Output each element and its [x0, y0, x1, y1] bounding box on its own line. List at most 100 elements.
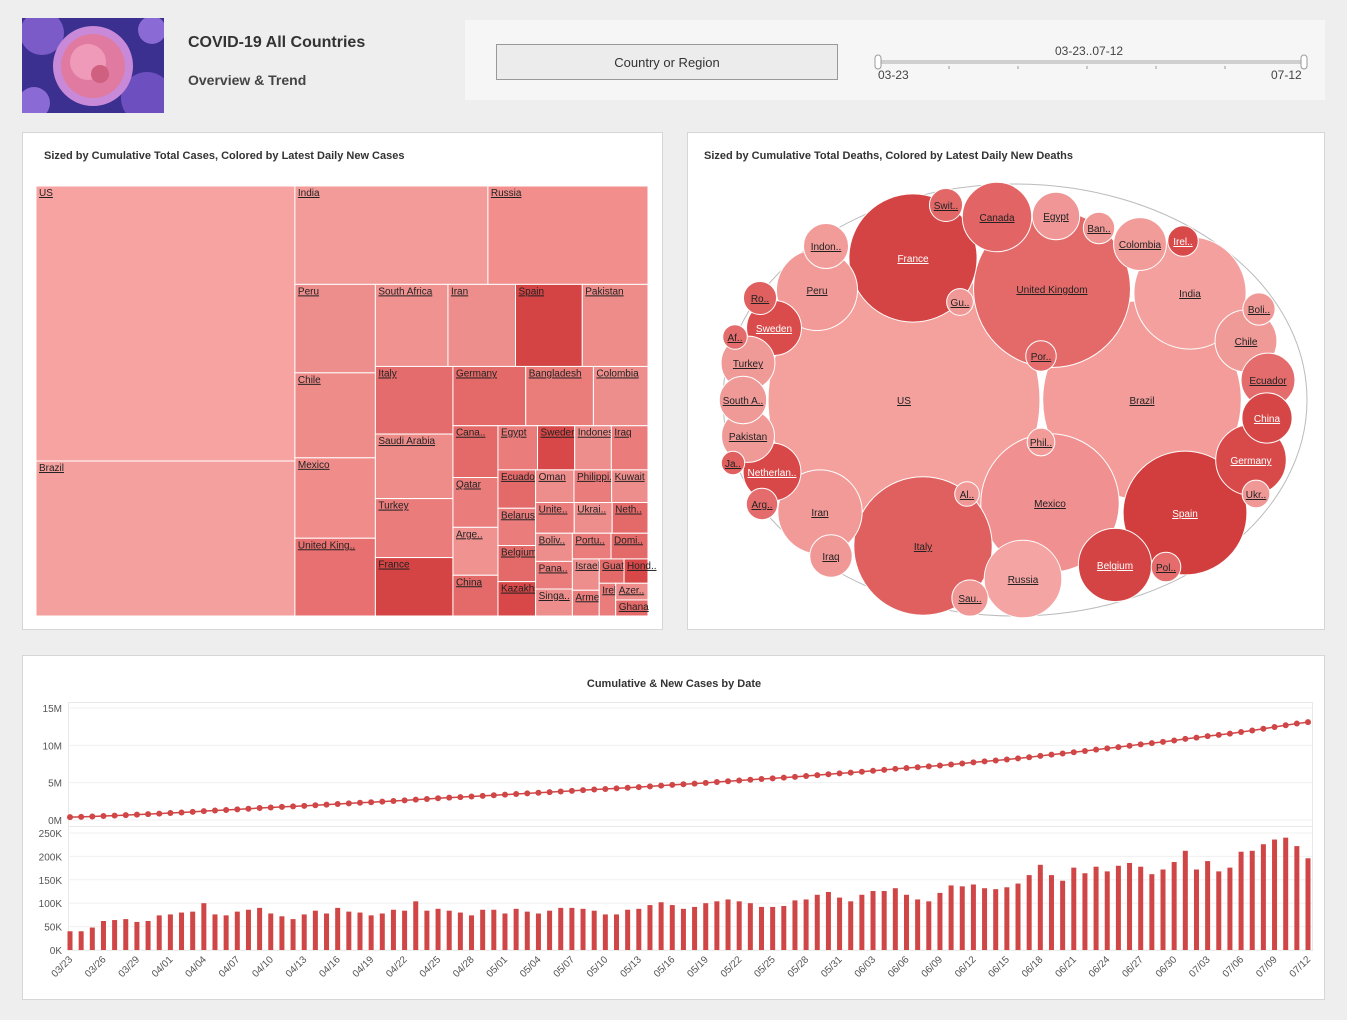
x-tick-label: 05/25	[752, 954, 778, 980]
cumulative-point	[1204, 733, 1211, 740]
treemap-label: Pana..	[539, 563, 568, 574]
new-cases-bar	[78, 931, 84, 950]
new-cases-bar	[134, 921, 140, 950]
treemap-label: Neth..	[615, 505, 642, 516]
new-cases-bar	[837, 897, 843, 950]
cumulative-point	[1293, 720, 1300, 727]
cumulative-point	[803, 773, 810, 780]
x-tick-label: 05/10	[585, 954, 611, 980]
cumulative-point	[245, 805, 252, 812]
cumulative-point	[200, 808, 207, 815]
cumulative-point	[1160, 738, 1167, 745]
bubble-label: Germany	[1230, 456, 1271, 467]
treemap-cell	[581, 283, 649, 367]
x-tick-label: 05/01	[485, 954, 511, 980]
bubble	[983, 539, 1063, 619]
cumulative-point	[892, 765, 899, 772]
cumulative-point	[501, 791, 508, 798]
treemap-label: Spain	[519, 286, 545, 297]
new-cases-bar	[100, 920, 106, 950]
new-cases-bar	[156, 915, 162, 950]
bubble-label: Ecuador	[1249, 376, 1287, 387]
treemap-label: South Africa	[378, 286, 432, 297]
new-cases-bar	[1238, 851, 1244, 950]
new-cases-bar	[982, 888, 988, 950]
new-cases-bar	[1026, 875, 1032, 950]
treemap-cell	[610, 532, 649, 560]
new-cases-bar	[89, 927, 95, 950]
new-cases-bar	[1149, 874, 1155, 950]
cumulative-point	[580, 787, 587, 794]
cumulative-point	[312, 802, 319, 809]
bubble-label: Ja..	[725, 459, 741, 470]
x-tick-label: 05/19	[685, 954, 711, 980]
treemap-cell	[611, 502, 649, 534]
new-cases-bar	[223, 915, 229, 950]
bubble	[928, 187, 964, 223]
new-cases-bar	[747, 903, 753, 950]
bubble-label: Indon..	[811, 242, 842, 253]
cumulative-point	[457, 794, 464, 801]
x-tick-label: 05/16	[652, 954, 678, 980]
new-cases-bar	[1294, 846, 1300, 950]
new-cases-bar	[1127, 862, 1133, 950]
treemap-cell	[294, 457, 376, 539]
treemap-cell	[525, 365, 594, 427]
cumulative-point	[345, 800, 352, 807]
cumulative-point	[825, 771, 832, 778]
bubble	[809, 534, 853, 578]
treemap-label: Singa..	[539, 591, 570, 602]
cumulative-point	[490, 792, 497, 799]
treemap-cell	[497, 507, 537, 547]
new-cases-bar	[1171, 862, 1177, 950]
new-cases-bar	[937, 892, 943, 950]
y-tick-label: 250K	[39, 829, 63, 840]
bubble-label: Netherlan..	[748, 468, 797, 479]
x-tick-label: 06/09	[920, 954, 946, 980]
bubble	[742, 280, 778, 316]
bubble	[720, 335, 776, 391]
cumulative-point	[1104, 745, 1111, 752]
bubble-label: Al..	[960, 490, 974, 501]
new-cases-bar	[1249, 850, 1255, 950]
treemap-cell	[615, 599, 649, 617]
cumulative-point	[702, 779, 709, 786]
bubble	[767, 263, 1041, 537]
cumulative-point	[412, 796, 419, 803]
cumulative-point	[557, 788, 564, 795]
country-filter-button[interactable]: Country or Region	[496, 44, 838, 80]
x-tick-label: 04/25	[418, 954, 444, 980]
bubble-label: Irel..	[1173, 237, 1192, 248]
cumulative-point	[1271, 724, 1278, 731]
bubble	[721, 409, 775, 463]
x-tick-label: 05/04	[518, 954, 544, 980]
bubble	[853, 476, 993, 616]
new-cases-bar	[1205, 861, 1211, 950]
trend-panel	[22, 655, 1325, 1000]
treemap-cell	[497, 581, 537, 617]
bubble	[720, 450, 746, 476]
slider-max: 07-12	[1271, 68, 1302, 82]
treemap-cell	[610, 425, 649, 471]
new-cases-bar	[1048, 875, 1054, 950]
bubble-label: Peru	[806, 286, 827, 297]
treemap-cell	[573, 469, 613, 504]
cumulative-point	[836, 770, 843, 777]
cumulative-point	[970, 759, 977, 766]
treemap-label: Germany	[456, 368, 497, 379]
date-slider[interactable]	[873, 54, 1313, 70]
new-cases-bar	[123, 919, 129, 950]
bubble-label: Boli..	[1248, 305, 1270, 316]
treemap-label: Chile	[298, 375, 321, 386]
bubble-label: Sau..	[958, 594, 981, 605]
new-cases-bar	[480, 909, 486, 950]
new-cases-bar	[692, 906, 698, 950]
treemap-label: Ukrai..	[577, 505, 606, 516]
bubble-label: Arg..	[751, 500, 772, 511]
treemap-label: France	[378, 560, 410, 571]
cumulative-point	[290, 803, 297, 810]
cumulative-point	[1070, 749, 1077, 756]
cumulative-point	[379, 798, 386, 805]
bubble-label: Chile	[1235, 337, 1258, 348]
